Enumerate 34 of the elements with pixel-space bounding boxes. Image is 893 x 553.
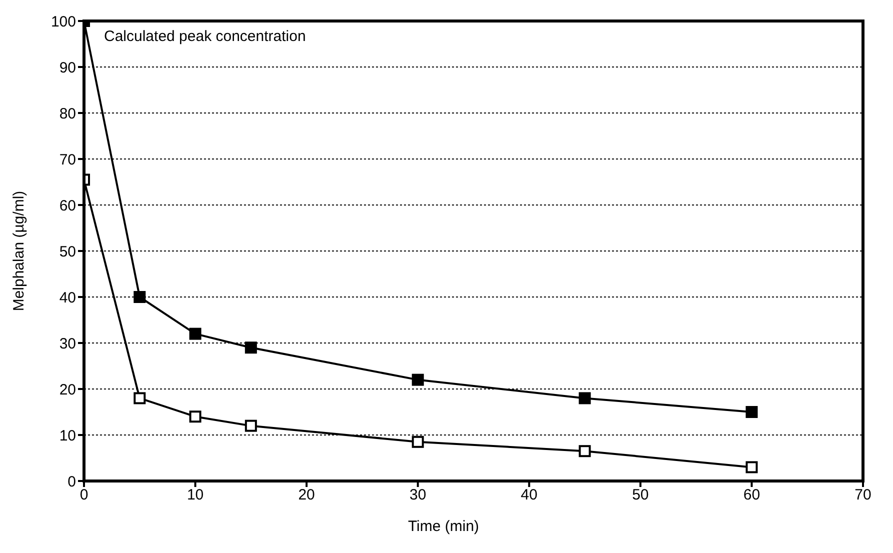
point bbox=[244, 342, 257, 354]
point bbox=[189, 410, 202, 423]
y-tick-label: 100 bbox=[50, 13, 76, 30]
y-tick-label: 80 bbox=[59, 105, 76, 122]
point bbox=[412, 374, 424, 386]
y-tick-label: 60 bbox=[59, 197, 76, 214]
point bbox=[134, 291, 146, 303]
point bbox=[578, 445, 591, 458]
x-tick-label: 50 bbox=[632, 486, 649, 504]
x-tick-label: 40 bbox=[520, 486, 538, 504]
y-axis-title: Melphalan (µg/ml) bbox=[10, 190, 28, 312]
y-tick-label: 10 bbox=[59, 427, 76, 444]
y-tick-label: 70 bbox=[59, 151, 76, 168]
y-tick-label: 90 bbox=[59, 59, 76, 76]
point bbox=[244, 420, 257, 432]
x-tick-label: 20 bbox=[298, 486, 315, 504]
point bbox=[746, 406, 758, 418]
point bbox=[746, 461, 758, 474]
y-tick-label: 40 bbox=[59, 289, 76, 306]
point bbox=[578, 392, 591, 404]
x-tick-label: 0 bbox=[80, 486, 88, 504]
y-tick-label: 50 bbox=[59, 243, 76, 260]
point bbox=[412, 436, 424, 448]
point bbox=[134, 392, 146, 404]
x-tick-label: 70 bbox=[854, 486, 872, 504]
y-tick-label: 20 bbox=[59, 381, 76, 398]
x-tick-label: 30 bbox=[410, 486, 426, 504]
y-tick-label: 0 bbox=[68, 473, 76, 490]
x-tick-label: 10 bbox=[186, 486, 204, 504]
point bbox=[189, 328, 202, 340]
x-axis-title: Time (min) bbox=[408, 518, 480, 535]
x-tick-label: 60 bbox=[743, 486, 760, 504]
annotation: Calculated peak concentration bbox=[104, 28, 306, 45]
y-tick-label: 30 bbox=[59, 335, 76, 352]
